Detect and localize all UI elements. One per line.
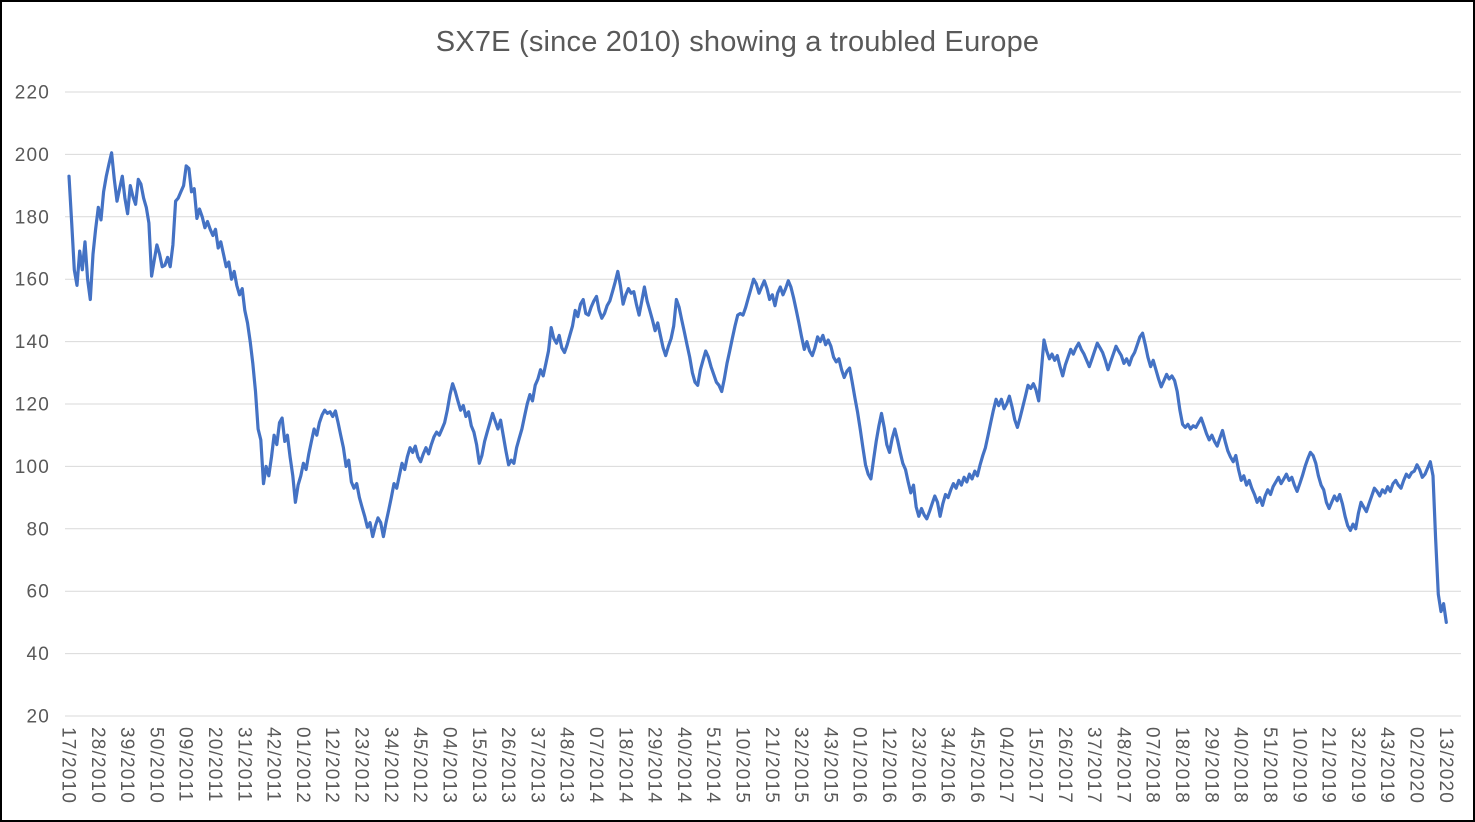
y-tick-label: 40 bbox=[26, 644, 50, 665]
x-tick-label: 26/2017 bbox=[1054, 727, 1075, 804]
y-axis-labels: 220 200 180 160 140 120 100 80 60 40 20 bbox=[15, 83, 50, 728]
x-tick-label: 37/2017 bbox=[1083, 727, 1104, 804]
x-tick-label: 48/2017 bbox=[1112, 727, 1133, 804]
x-tick-label: 12/2016 bbox=[878, 727, 899, 804]
x-tick-label: 07/2014 bbox=[585, 727, 606, 804]
x-tick-label: 13/2020 bbox=[1435, 727, 1456, 804]
x-tick-label: 15/2017 bbox=[1025, 727, 1046, 804]
x-tick-label: 40/2018 bbox=[1230, 727, 1251, 804]
x-tick-label: 12/2012 bbox=[321, 727, 342, 804]
y-tick-label: 200 bbox=[15, 145, 50, 166]
x-tick-label: 01/2012 bbox=[292, 727, 313, 804]
x-tick-label: 23/2016 bbox=[907, 727, 928, 804]
x-tick-label: 28/2010 bbox=[87, 727, 108, 804]
x-tick-label: 48/2013 bbox=[556, 727, 577, 804]
y-gridlines bbox=[65, 91, 1461, 717]
x-tick-label: 15/2013 bbox=[468, 727, 489, 804]
x-tick-label: 29/2014 bbox=[644, 727, 665, 804]
x-tick-label: 34/2016 bbox=[937, 727, 958, 804]
x-tick-label: 32/2015 bbox=[790, 727, 811, 804]
x-tick-label: 45/2016 bbox=[966, 727, 987, 804]
y-tick-label: 120 bbox=[15, 395, 50, 416]
x-tick-label: 18/2018 bbox=[1171, 727, 1192, 804]
x-tick-label: 23/2012 bbox=[351, 727, 372, 804]
x-tick-label: 04/2013 bbox=[439, 727, 460, 804]
x-tick-label: 02/2020 bbox=[1406, 727, 1427, 804]
x-tick-label: 04/2017 bbox=[995, 727, 1016, 804]
x-tick-label: 42/2011 bbox=[263, 727, 284, 803]
y-tick-label: 180 bbox=[15, 207, 50, 228]
y-tick-label: 60 bbox=[26, 582, 50, 603]
x-tick-label: 10/2015 bbox=[732, 727, 753, 804]
x-tick-label: 31/2011 bbox=[233, 727, 254, 803]
y-tick-label: 140 bbox=[15, 332, 50, 353]
y-tick-label: 20 bbox=[26, 707, 50, 728]
x-tick-label: 21/2019 bbox=[1318, 727, 1339, 804]
y-tick-label: 80 bbox=[26, 519, 50, 540]
x-tick-label: 07/2018 bbox=[1142, 727, 1163, 804]
x-tick-label: 51/2014 bbox=[702, 727, 723, 804]
x-tick-label: 45/2012 bbox=[409, 727, 430, 804]
series-line-sx7e bbox=[67, 151, 1448, 624]
x-tick-label: 09/2011 bbox=[175, 727, 196, 803]
x-tick-label: 18/2014 bbox=[614, 727, 635, 804]
x-tick-label: 34/2012 bbox=[380, 727, 401, 804]
y-tick-label: 220 bbox=[15, 83, 50, 104]
x-tick-label: 50/2010 bbox=[145, 727, 166, 804]
x-tick-label: 43/2015 bbox=[819, 727, 840, 804]
x-tick-label: 43/2019 bbox=[1376, 727, 1397, 804]
y-tick-label: 100 bbox=[15, 457, 50, 478]
x-tick-label: 39/2010 bbox=[116, 727, 137, 804]
x-tick-label: 32/2019 bbox=[1347, 727, 1368, 804]
chart-title: SX7E (since 2010) showing a troubled Eur… bbox=[435, 26, 1040, 58]
x-tick-label: 21/2015 bbox=[761, 727, 782, 804]
x-tick-label: 01/2016 bbox=[849, 727, 870, 804]
x-tick-label: 40/2014 bbox=[673, 727, 694, 804]
x-tick-label: 51/2018 bbox=[1259, 727, 1280, 804]
x-axis-labels: 17/2010 28/2010 39/2010 50/2010 09/2011 20/20… bbox=[58, 727, 1456, 804]
x-tick-label: 37/2013 bbox=[526, 727, 547, 804]
x-tick-label: 20/2011 bbox=[204, 727, 225, 803]
x-tick-label: 26/2013 bbox=[497, 727, 518, 804]
x-tick-label: 17/2010 bbox=[58, 727, 79, 804]
y-tick-label: 160 bbox=[15, 270, 50, 291]
x-tick-label: 29/2018 bbox=[1200, 727, 1221, 804]
x-tick-label: 10/2019 bbox=[1288, 727, 1309, 804]
